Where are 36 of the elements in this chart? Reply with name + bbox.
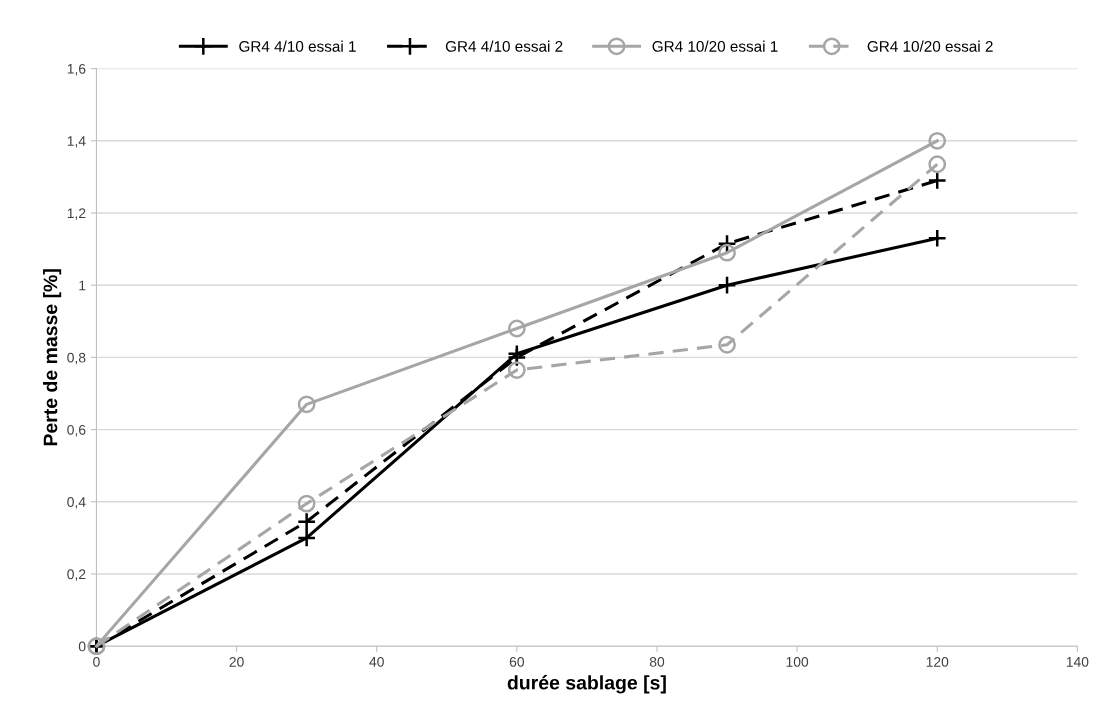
legend-label: GR4 4/10 essai 1 [239, 40, 356, 52]
y-tick-label: 1,6 [67, 63, 86, 76]
point [718, 335, 736, 354]
x-tick-label: 20 [229, 656, 244, 667]
legend-label: GR4 10/20 essai 2 [867, 40, 993, 52]
x-tick-label: 100 [786, 656, 809, 667]
point [927, 170, 947, 191]
x-tick-label: 0 [93, 656, 100, 667]
y-tick-label: 1,2 [67, 208, 86, 220]
point [928, 131, 947, 150]
y-tick-label: 0,6 [67, 424, 86, 437]
y-axis-title: Perte de masse [%] [43, 269, 62, 446]
x-tick-label: 60 [509, 656, 525, 667]
y-tick-label: 0,4 [67, 497, 86, 509]
point [928, 155, 947, 174]
x-tick-label: 120 [926, 656, 949, 667]
x-tick-label: 80 [649, 656, 665, 667]
point [297, 512, 317, 532]
point [718, 243, 736, 262]
y-tick-label: 0,8 [67, 352, 86, 365]
y-tick-label: 0 [78, 641, 86, 652]
y-tick-label: 0,2 [67, 569, 86, 581]
x-tick-label: 40 [369, 656, 384, 667]
point [297, 395, 316, 414]
legend-label: GR4 4/10 essai 2 [445, 40, 563, 52]
legend-label: GR4 10/20 essai 1 [652, 40, 778, 52]
x-axis-title: durée sablage [s] [507, 675, 666, 694]
point [507, 361, 526, 379]
point [717, 275, 737, 295]
y-tick-label: 1,4 [67, 136, 86, 148]
point [507, 319, 526, 338]
point [297, 528, 317, 548]
y-tick-label: 1 [79, 280, 86, 291]
point [927, 228, 947, 248]
x-tick-label: 140 [1066, 656, 1089, 667]
point [297, 494, 316, 513]
